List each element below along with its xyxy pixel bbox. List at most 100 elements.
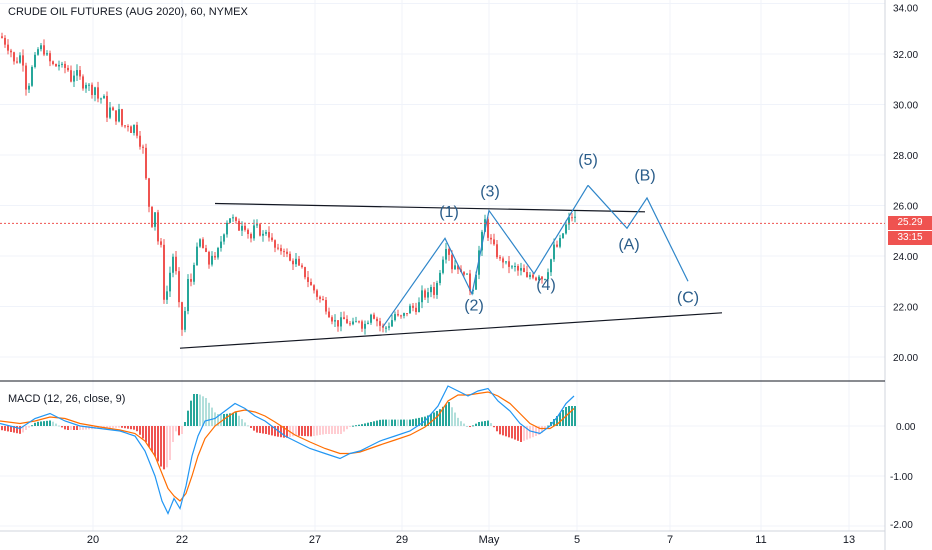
candle-body: [277, 247, 279, 249]
candle-body: [505, 261, 507, 263]
elliott-wave-paths[interactable]: [382, 184, 689, 328]
candle-body: [511, 266, 513, 268]
macd-hist-bar: [445, 404, 447, 426]
candle-body: [346, 319, 348, 324]
wave-label: (5): [578, 152, 598, 169]
macd-hist-bar: [151, 426, 153, 452]
trendline[interactable]: [214, 202, 646, 213]
macd-hist-bar: [304, 426, 306, 437]
macd-hist-bar: [574, 406, 576, 426]
macd-hist-bar: [160, 426, 162, 467]
macd-signal-line: [0, 391, 575, 502]
macd-hist-bar: [229, 413, 231, 426]
macd-hist-bar: [457, 417, 459, 426]
trendlines[interactable]: [179, 202, 723, 349]
macd-hist-bar: [427, 415, 429, 426]
macd-hist-bar: [493, 426, 495, 428]
candle-body: [223, 234, 225, 242]
candle-body: [130, 126, 132, 133]
macd-hist-bar: [502, 426, 504, 436]
trendline[interactable]: [179, 312, 723, 349]
time-tick-label: 5: [574, 534, 580, 546]
candle-body: [286, 251, 288, 254]
candle-body: [418, 302, 420, 313]
candle-body: [49, 53, 51, 62]
macd-hist-bar: [1, 426, 3, 431]
macd-hist-bar: [388, 419, 390, 426]
candle-body: [160, 241, 162, 245]
elliott-projection-path[interactable]: [587, 184, 689, 282]
time-tick-label: 13: [843, 534, 855, 546]
macd-hist-bar: [181, 426, 183, 434]
macd-hist-bar: [394, 419, 396, 426]
macd-hist-bar: [142, 426, 144, 439]
macd-hist-bar: [31, 425, 33, 427]
candle-body: [403, 313, 405, 316]
macd-hist-bar: [514, 426, 516, 440]
candle-body: [478, 250, 480, 275]
candle-body: [280, 248, 282, 252]
candle-body: [349, 323, 351, 325]
macd-hist-bar: [529, 426, 531, 439]
macd-hist-bar: [13, 426, 15, 433]
candle-body: [124, 125, 126, 127]
wave-label: (C): [677, 290, 699, 307]
macd-hist-bar: [109, 426, 111, 429]
candle-body: [370, 314, 372, 323]
macd-hist-bar: [307, 426, 309, 437]
macd-hist-bar: [7, 426, 9, 432]
candle-body: [442, 259, 444, 273]
candle-body: [547, 272, 549, 280]
candle-body: [529, 274, 531, 278]
macd-hist-bar: [133, 426, 135, 430]
candle-body: [292, 260, 294, 265]
macd-hist-bar: [469, 426, 471, 428]
macd-hist-bar: [535, 426, 537, 436]
candle-body: [70, 70, 72, 82]
candle-body: [301, 265, 303, 268]
candle-body: [169, 272, 171, 292]
macd-hist-bar: [418, 417, 420, 426]
candle-body: [313, 285, 315, 291]
macd-hist-bar: [55, 423, 57, 426]
candle-body: [25, 65, 27, 90]
macd-hist-bar: [463, 423, 465, 426]
macd-hist-bar: [49, 420, 51, 426]
elliott-wave-labels: (1) (2) (3) (4) (5) (A) (B) (C): [439, 152, 699, 314]
time-tick-label: 7: [667, 534, 673, 546]
elliott-impulse-path[interactable]: [382, 184, 589, 328]
macd-hist-bar: [319, 426, 321, 435]
macd-hist-bar: [475, 423, 477, 426]
macd-hist-bar: [127, 426, 129, 429]
price-tick-label: 22.00: [893, 303, 918, 314]
candle-body: [466, 273, 468, 275]
macd-hist-bar: [415, 418, 417, 426]
candle-body: [100, 98, 102, 100]
candle-body: [250, 234, 252, 239]
candle-body: [214, 255, 216, 258]
candle-body: [490, 237, 492, 240]
macd-hist-bar: [67, 426, 69, 430]
candle-body: [553, 244, 555, 260]
candle-body: [154, 212, 156, 227]
macd-legend-label: MACD (12, 26, close, 9): [8, 393, 126, 405]
macd-hist-bar: [478, 422, 480, 426]
price-tick-label: 32.00: [893, 50, 918, 61]
candle-body: [469, 273, 471, 292]
candle-body: [379, 321, 381, 326]
candle-body: [439, 272, 441, 283]
candle-body: [475, 274, 477, 290]
candle-body: [112, 107, 114, 111]
candle-body: [268, 232, 270, 238]
macd-hist-bar: [337, 426, 339, 434]
macd-hist-bar: [328, 426, 330, 434]
candle-body: [220, 241, 222, 249]
candle-body: [118, 109, 120, 122]
price-tick-label: 26.00: [893, 202, 918, 213]
candle-body: [283, 251, 285, 253]
time-tick-label: 29: [396, 534, 408, 546]
candle-body: [16, 61, 18, 63]
macd-hist-bar: [331, 426, 333, 434]
time-axis-ticks: 20 22 27 29 May 5 7 11 13: [87, 534, 855, 546]
